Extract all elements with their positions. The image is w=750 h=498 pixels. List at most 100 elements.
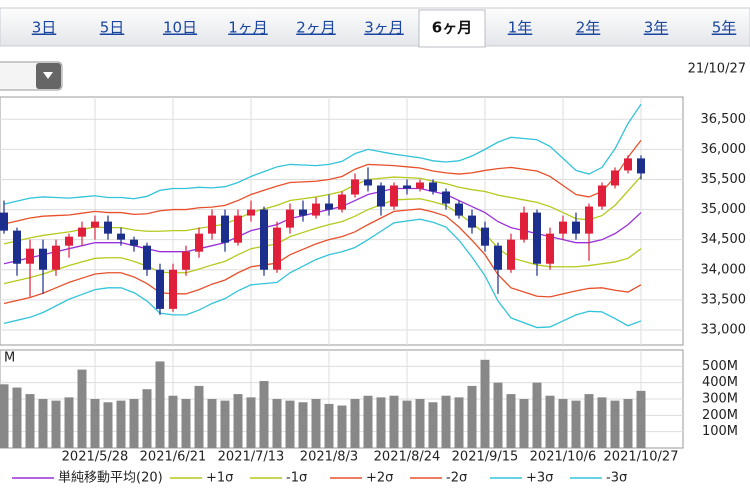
- candle-body: [585, 206, 593, 234]
- candle-body: [507, 239, 515, 270]
- candle-body: [468, 215, 476, 228]
- candle-body: [416, 182, 424, 189]
- candle-body: [325, 203, 333, 210]
- volume-bar: [532, 382, 542, 448]
- candle-body: [455, 203, 463, 216]
- band-line: [3, 139, 642, 225]
- volume-bar: [545, 395, 555, 448]
- tab[interactable]: 5年: [712, 19, 737, 37]
- candle-body: [260, 209, 268, 270]
- candle-body: [65, 236, 73, 246]
- candle-body: [546, 233, 554, 264]
- volume-bar: [155, 361, 165, 448]
- x-tick-label: 2021/8/24: [374, 450, 441, 465]
- tab[interactable]: 3年: [644, 19, 669, 37]
- volume-bar: [350, 399, 360, 448]
- candle-body: [377, 185, 385, 207]
- candle-body: [182, 251, 190, 270]
- legend-label: +2σ: [366, 471, 393, 486]
- volume-bar: [64, 397, 74, 448]
- volume-bar: [272, 399, 282, 448]
- tab[interactable]: 3ヶ月: [364, 19, 404, 37]
- candle-body: [169, 269, 177, 309]
- y-tick-label: 36,500: [701, 112, 747, 127]
- tab[interactable]: 1年: [508, 19, 533, 37]
- volume-bar: [142, 389, 152, 448]
- y-tick-label: 34,500: [701, 232, 747, 247]
- candle-body: [91, 221, 99, 228]
- volume-bar: [90, 399, 100, 448]
- tab[interactable]: 6ヶ月: [432, 19, 472, 37]
- x-tick-label: 2021/8/3: [300, 450, 358, 465]
- candle-body: [143, 245, 151, 270]
- dropdown-arrow: [43, 72, 53, 79]
- volume-bar: [116, 400, 126, 448]
- volume-bar: [402, 400, 412, 448]
- candle-body: [208, 215, 216, 234]
- legend-label: -1σ: [286, 471, 307, 486]
- x-tick-label: 2021/5/28: [62, 450, 129, 465]
- candle-body: [234, 215, 242, 243]
- volume-bar: [363, 395, 373, 448]
- candle-body: [312, 203, 320, 216]
- volume-bar: [493, 382, 503, 448]
- tab[interactable]: 5日: [100, 19, 125, 37]
- volume-bar: [311, 399, 321, 448]
- volume-bar: [597, 397, 607, 448]
- x-tick-label: 2021/10/6: [530, 450, 597, 465]
- volume-bar: [220, 400, 230, 448]
- candle-body: [403, 185, 411, 189]
- volume-bar: [519, 399, 529, 448]
- candle-body: [364, 179, 372, 186]
- legend-label: +3σ: [526, 471, 553, 486]
- candle-body: [390, 185, 398, 207]
- volume-bar: [441, 395, 451, 448]
- date: 21/10/27: [688, 62, 746, 77]
- candle-body: [559, 221, 567, 234]
- candle-body: [520, 212, 528, 240]
- band-line: [3, 218, 642, 329]
- tab-bar: [0, 7, 750, 47]
- candle-body: [351, 179, 359, 195]
- tab[interactable]: 1ヶ月: [228, 19, 268, 37]
- candle-body: [221, 215, 229, 243]
- volume-bar: [285, 400, 295, 448]
- candle-body: [117, 233, 125, 240]
- volume-bar: [103, 402, 113, 448]
- y-tick-label: 36,000: [701, 142, 747, 157]
- volume-bar: [12, 387, 22, 448]
- x-tick-label: 2021/9/15: [452, 450, 519, 465]
- volume-bar: [324, 403, 334, 448]
- tab[interactable]: 2ヶ月: [296, 19, 336, 37]
- tab[interactable]: 10日: [163, 19, 197, 37]
- legend-label: 単純移動平均(20): [58, 470, 163, 486]
- tab[interactable]: 2年: [576, 19, 601, 37]
- volume-bar: [25, 394, 35, 448]
- volume-bar: [259, 381, 269, 448]
- candle-body: [429, 182, 437, 192]
- y-tick-label: 400M: [702, 375, 738, 390]
- y-tick-label: 500M: [702, 359, 738, 374]
- volume-bar: [298, 402, 308, 448]
- volume-bar: [51, 400, 61, 448]
- volume-bar: [194, 385, 204, 448]
- volume-bar: [233, 394, 243, 448]
- candle-body: [624, 158, 632, 171]
- candle-body: [247, 209, 255, 216]
- candle-body: [533, 212, 541, 264]
- candle-body: [286, 209, 294, 228]
- volume-bar: [0, 384, 9, 448]
- volume-bar: [246, 397, 256, 448]
- legend-label: +1σ: [206, 471, 233, 486]
- volume-bar: [38, 399, 48, 448]
- candle-body: [481, 227, 489, 246]
- candle-body: [26, 248, 34, 264]
- tab[interactable]: 3日: [32, 19, 57, 37]
- candle-body: [611, 170, 619, 186]
- volume-bar: [610, 400, 620, 448]
- volume-bar: [623, 399, 633, 448]
- volume-bar: [77, 369, 87, 448]
- candle-body: [637, 158, 645, 174]
- volume-bar: [584, 394, 594, 448]
- candle-body: [494, 245, 502, 270]
